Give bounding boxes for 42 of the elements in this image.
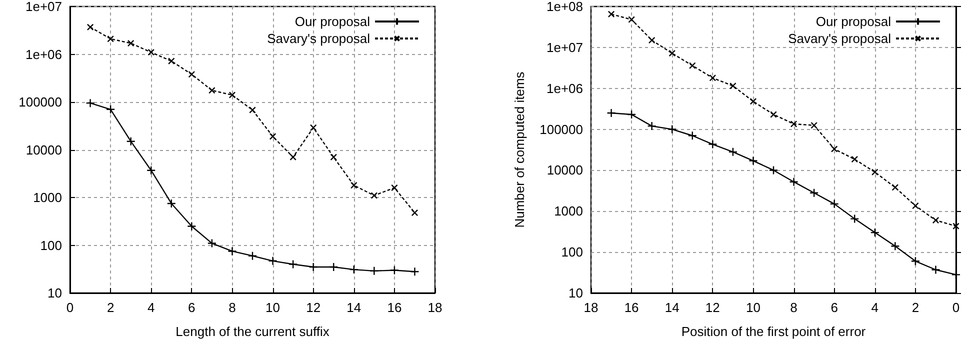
y-tick-label: 100000 <box>540 122 583 137</box>
y-tick-label: 10000 <box>546 162 583 178</box>
y-tick-label: 1e+06 <box>546 80 583 96</box>
x-tick-label: 8 <box>228 300 236 315</box>
x-tick-label: 4 <box>147 300 155 315</box>
y-tick-label: 10 <box>48 286 62 300</box>
x-tick-label: 10 <box>266 300 280 315</box>
y-tick-label: 100 <box>561 244 583 260</box>
legend-label: Our proposal <box>816 14 892 29</box>
x-tick-label: 6 <box>830 300 838 315</box>
x-tick-label: 10 <box>746 300 760 315</box>
y-tick-label: 1000 <box>33 190 62 205</box>
x-tick-label: 2 <box>912 300 920 315</box>
legend-label: Our proposal <box>294 14 370 29</box>
x-tick-label: 14 <box>664 300 680 315</box>
y-tick-label: 1e+08 <box>546 0 583 14</box>
y-tick-label: 1e+07 <box>546 40 583 55</box>
x-tick-label: 0 <box>66 300 74 315</box>
x-axis-title: Length of the current suffix <box>176 324 330 339</box>
x-axis-title: Position of the first point of error <box>681 324 866 339</box>
x-tick-label: 18 <box>584 300 598 315</box>
x-tick-label: 12 <box>705 300 720 315</box>
x-tick-label: 8 <box>790 300 798 315</box>
y-axis-title: Number of computed items <box>512 71 527 228</box>
legend-label: Savary's proposal <box>267 31 370 46</box>
y-tick-label: 100000 <box>18 94 62 110</box>
x-tick-label: 0 <box>952 300 960 315</box>
x-tick-label: 18 <box>428 300 442 315</box>
y-tick-label: 1e+07 <box>25 0 62 14</box>
x-tick-label: 6 <box>188 300 196 315</box>
x-tick-label: 4 <box>871 300 879 315</box>
x-tick-label: 12 <box>306 300 321 315</box>
x-tick-label: 14 <box>346 300 362 315</box>
y-tick-label: 1000 <box>554 204 583 219</box>
x-tick-label: 16 <box>387 300 402 315</box>
y-tick-label: 10 <box>568 286 583 300</box>
x-tick-label: 2 <box>106 300 114 315</box>
legend-label: Savary's proposal <box>788 31 892 46</box>
y-tick-label: 1e+06 <box>25 46 62 62</box>
y-tick-label: 100 <box>40 238 62 253</box>
y-tick-label: 10000 <box>26 142 62 158</box>
x-tick-label: 16 <box>624 300 639 315</box>
